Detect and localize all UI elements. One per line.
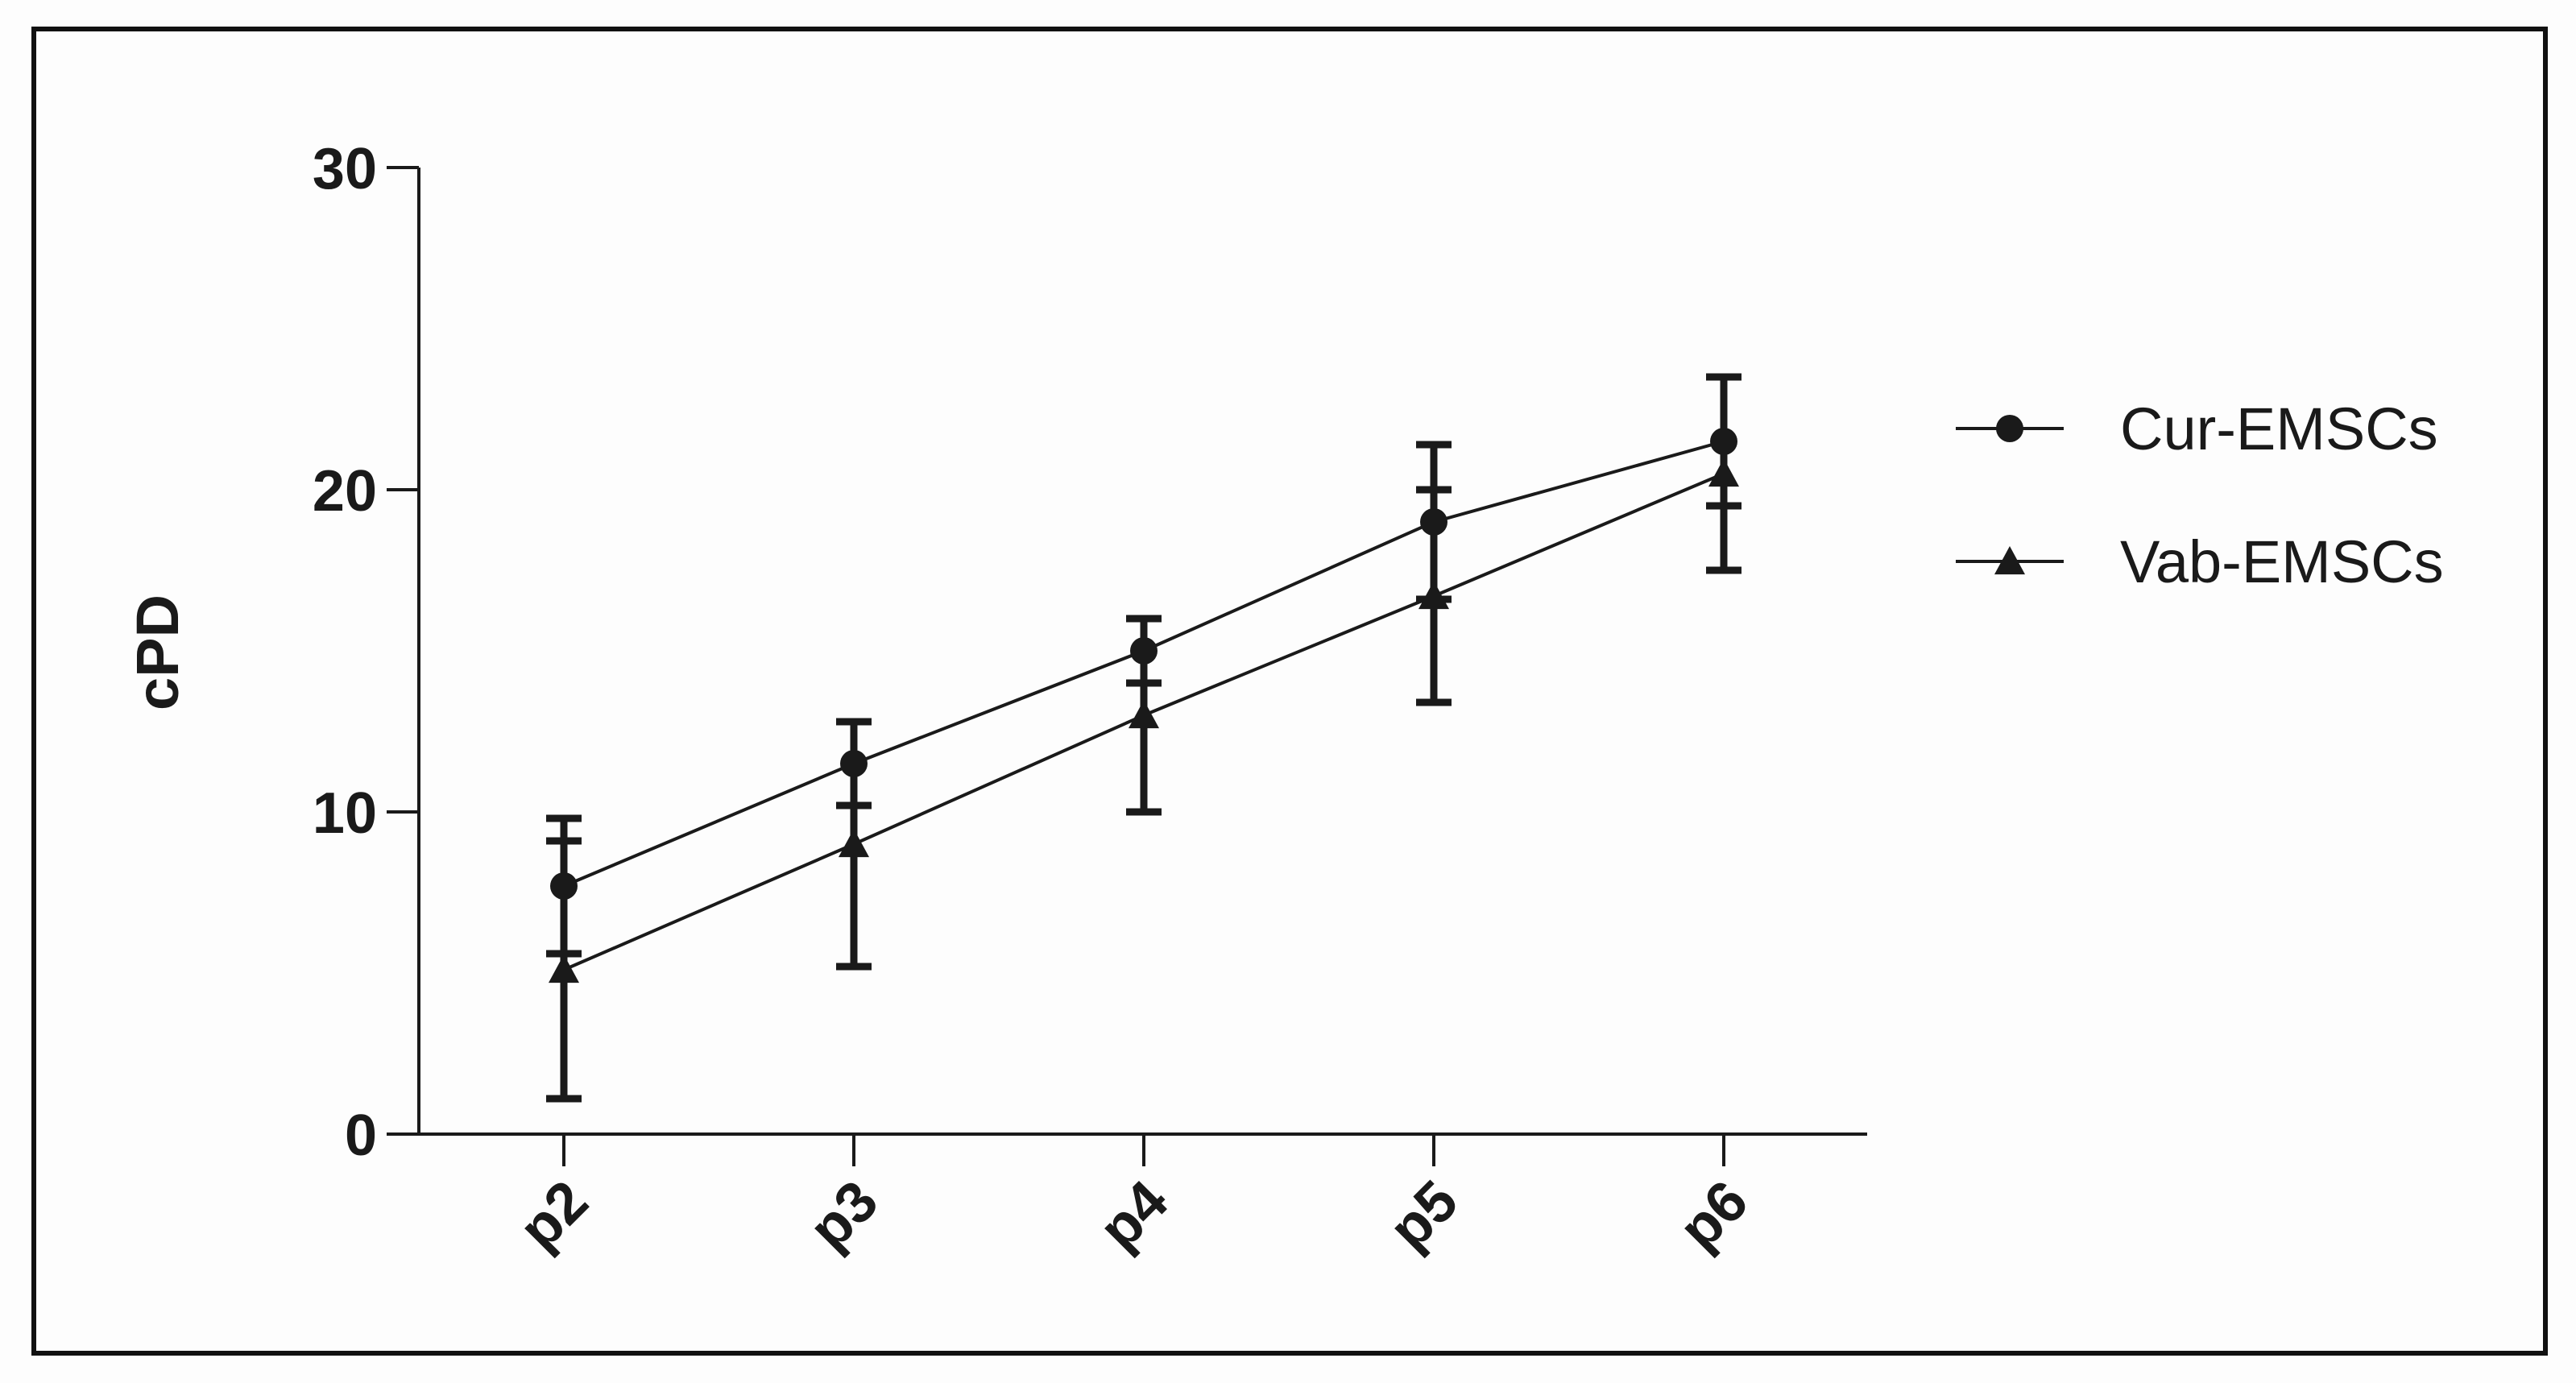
legend-marker xyxy=(1994,546,2025,575)
legend-label: Vab-EMSCs xyxy=(2120,528,2444,595)
y-tick-label: 10 xyxy=(313,781,377,846)
y-tick-label: 30 xyxy=(313,137,377,201)
legend-label: Cur-EMSCs xyxy=(2120,395,2438,462)
data-point xyxy=(1418,581,1449,610)
series-layer xyxy=(546,373,1741,1103)
y-axis-title: cPD xyxy=(124,594,191,710)
x-tick-label: p5 xyxy=(1377,1169,1470,1262)
legend: Cur-EMSCs Vab-EMSCs xyxy=(1956,395,2444,595)
data-point xyxy=(1708,458,1739,487)
x-tick-label: p4 xyxy=(1087,1169,1180,1262)
legend-item: Cur-EMSCs xyxy=(1956,395,2438,462)
data-point xyxy=(549,954,579,983)
chart-frame xyxy=(31,27,2548,1356)
y-tick-label: 0 xyxy=(345,1104,377,1168)
x-tick-label: p3 xyxy=(797,1169,890,1262)
series-vab-emscs xyxy=(546,373,1741,1103)
data-point xyxy=(1129,700,1159,729)
legend-item: Vab-EMSCs xyxy=(1956,528,2444,595)
y-tick-label: 20 xyxy=(313,459,377,524)
x-tick-label: p2 xyxy=(507,1169,600,1262)
axes: 0 10 20 30 p2 p3 p4 p5 p6 xyxy=(313,137,1867,1262)
data-point xyxy=(839,829,869,858)
legend-marker xyxy=(1996,415,2023,442)
x-tick-label: p6 xyxy=(1667,1169,1760,1262)
